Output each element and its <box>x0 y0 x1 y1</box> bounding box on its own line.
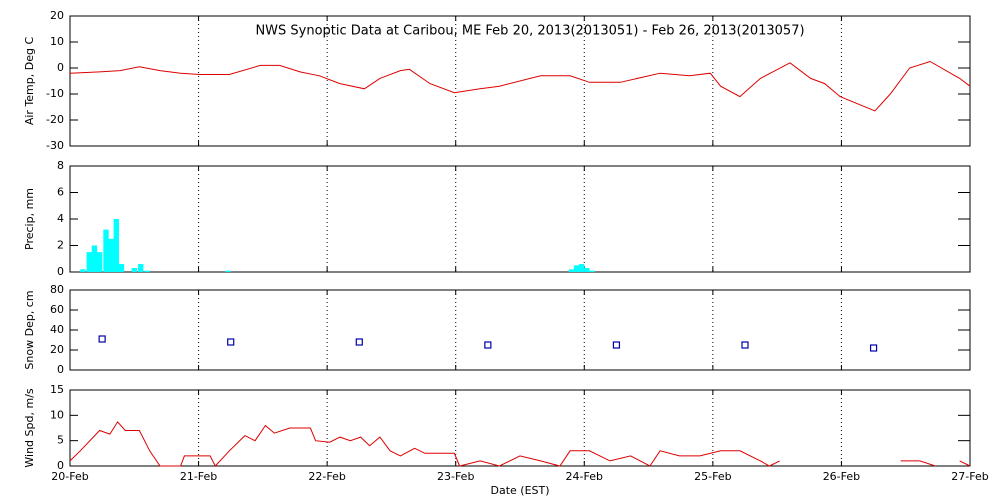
bar <box>108 238 114 272</box>
y-tick-label: 4 <box>57 212 64 225</box>
x-tick-label: 23-Feb <box>437 470 474 483</box>
y-axis-label: Wind Spd, m/s <box>23 388 36 468</box>
data-line <box>69 60 971 112</box>
bar <box>579 264 585 272</box>
point <box>484 341 492 349</box>
y-tick-label: 20 <box>50 9 64 22</box>
y-tick-label: -10 <box>46 87 64 100</box>
bar <box>103 229 109 272</box>
y-tick-label: 8 <box>57 159 64 172</box>
x-tick-label: 20-Feb <box>51 470 88 483</box>
bar <box>86 252 92 272</box>
y-tick-label: 0 <box>57 459 64 472</box>
y-axis-label: Precip, mm <box>23 188 36 250</box>
y-tick-label: 10 <box>50 408 64 421</box>
y-tick-label: 6 <box>57 186 64 199</box>
y-tick-label: -20 <box>46 113 64 126</box>
y-tick-label: 2 <box>57 239 64 252</box>
bar <box>80 269 86 272</box>
bar <box>144 270 150 272</box>
plot-frame <box>69 15 971 147</box>
bar <box>225 270 231 272</box>
x-tick-label: 25-Feb <box>694 470 731 483</box>
y-tick-label: 20 <box>50 343 64 356</box>
bar <box>589 270 595 272</box>
point <box>869 344 878 352</box>
bar <box>138 264 144 272</box>
y-axis-label: Snow Dep, cm <box>23 290 36 369</box>
bar <box>118 264 125 272</box>
bar <box>584 268 590 272</box>
y-tick-label: 60 <box>50 303 64 316</box>
x-tick-label: 22-Feb <box>308 470 345 483</box>
point <box>227 338 235 346</box>
point <box>612 341 621 349</box>
y-tick-label: 0 <box>57 61 64 74</box>
plot-frame <box>69 289 971 371</box>
x-tick-label: 24-Feb <box>566 470 603 483</box>
x-tick-label: 21-Feb <box>180 470 217 483</box>
x-tick-label: 26-Feb <box>823 470 860 483</box>
y-tick-label: 15 <box>50 383 64 396</box>
bar <box>91 245 98 272</box>
data-line <box>69 421 971 467</box>
y-tick-label: -30 <box>46 139 64 152</box>
bar <box>113 219 119 272</box>
y-tick-label: 5 <box>57 434 64 447</box>
bar <box>96 252 103 272</box>
point <box>98 335 106 343</box>
y-axis-label: Air Temp, Deg C <box>23 37 36 126</box>
chart-title: NWS Synoptic Data at Caribou, ME Feb 20,… <box>255 24 804 39</box>
plot-frame <box>69 389 971 467</box>
bar <box>131 268 137 272</box>
x-tick-label: 27-Feb <box>951 470 988 483</box>
y-tick-label: 0 <box>57 265 64 278</box>
y-tick-label: 40 <box>50 323 64 336</box>
y-tick-label: 80 <box>50 283 64 296</box>
y-tick-label: 10 <box>50 35 64 48</box>
bar <box>573 265 580 272</box>
x-axis-label: Date (EST) <box>490 484 549 497</box>
point <box>355 338 363 346</box>
plot-frame <box>69 165 971 273</box>
y-tick-label: 0 <box>57 363 64 376</box>
bar <box>568 269 575 272</box>
point <box>741 341 749 349</box>
